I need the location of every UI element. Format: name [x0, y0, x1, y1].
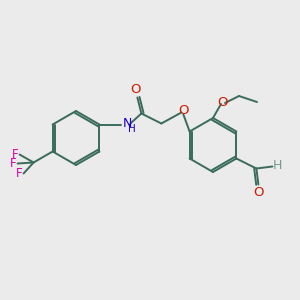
Text: H: H: [273, 159, 282, 172]
Text: H: H: [128, 124, 136, 134]
Text: F: F: [16, 167, 22, 180]
Text: O: O: [178, 104, 189, 117]
Text: O: O: [130, 83, 141, 96]
Text: O: O: [218, 95, 228, 109]
Text: F: F: [12, 148, 19, 161]
Text: O: O: [253, 186, 264, 199]
Text: F: F: [10, 157, 16, 170]
Text: N: N: [122, 117, 132, 130]
